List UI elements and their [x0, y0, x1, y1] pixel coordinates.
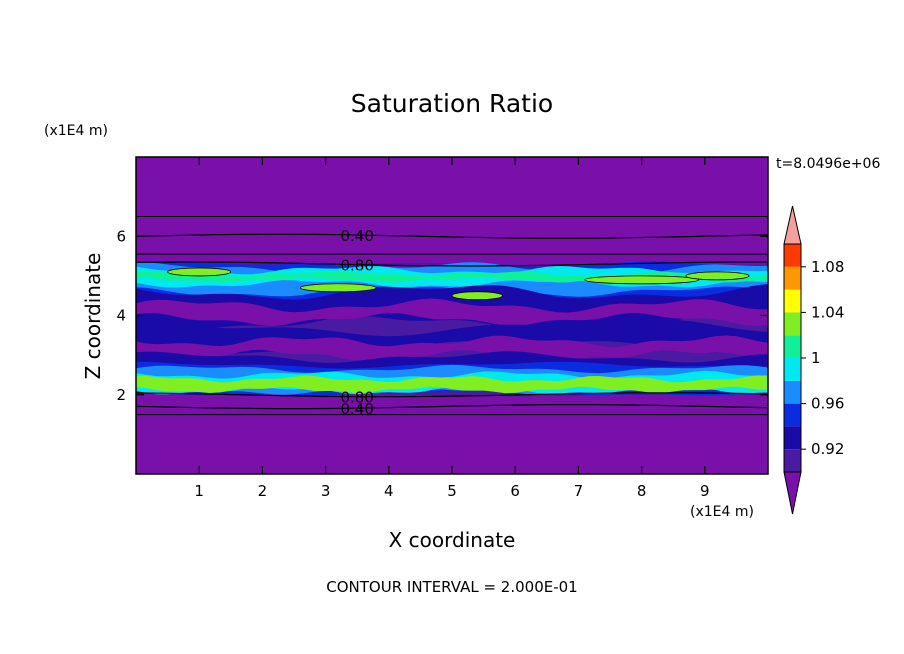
- field-band: [136, 335, 768, 361]
- y-axis-ticks: 2 4 6: [116, 227, 768, 404]
- contour-line: [136, 261, 768, 267]
- field-band: [136, 375, 768, 394]
- x-axis-label: X coordinate: [389, 528, 516, 552]
- y-tick-label: 4: [116, 307, 126, 325]
- contour-line: [136, 404, 768, 410]
- x-tick-label: 1: [194, 482, 204, 500]
- x-tick-label: 7: [574, 482, 584, 500]
- x-tick-label: 2: [258, 482, 268, 500]
- x-tick-label: 5: [447, 482, 457, 500]
- contour-label: 0.40: [340, 400, 373, 418]
- colorbar-tick-label: 1: [811, 349, 821, 367]
- colorbar-segment: [784, 289, 801, 313]
- field-patch: [451, 291, 503, 301]
- x-tick-label: 6: [510, 482, 520, 500]
- colorbar-segment: [784, 358, 801, 381]
- colorbar-tick-label: 1.04: [811, 303, 844, 321]
- colorbar-segment: [784, 266, 801, 290]
- x-tick-label: 4: [384, 482, 394, 500]
- field-band: [136, 298, 768, 327]
- colorbar: 0.92 0.96 1 1.04 1.08: [783, 205, 844, 515]
- field-patch: [299, 283, 377, 293]
- colorbar-segment: [784, 244, 801, 267]
- colorbar-tick-label: 0.92: [811, 440, 844, 458]
- x-tick-label: 3: [321, 482, 331, 500]
- colorbar-under-triangle: [783, 471, 802, 515]
- chart-title: Saturation Ratio: [351, 89, 553, 118]
- y-tick-label: 2: [116, 386, 126, 404]
- colorbar-segment: [784, 449, 801, 472]
- contour-label: 0.80: [340, 389, 373, 407]
- colorbar-tick-label: 1.08: [811, 258, 844, 276]
- saturation-field: [136, 261, 768, 397]
- field-patch: [685, 271, 750, 281]
- contour-interval-note: CONTOUR INTERVAL = 2.000E-01: [326, 578, 577, 596]
- field-patch: [167, 267, 232, 277]
- contour-label: 0.40: [340, 227, 373, 245]
- contour-line: [136, 392, 768, 398]
- colorbar-segment: [784, 380, 801, 404]
- contour-line: [136, 233, 768, 239]
- y-axis-label: Z coordinate: [81, 253, 105, 380]
- colorbar-segment: [784, 426, 801, 450]
- y-tick-label: 6: [116, 227, 126, 245]
- colorbar-segment: [784, 335, 801, 358]
- colorbar-tick-label: 0.96: [811, 395, 844, 413]
- field-patch: [584, 275, 699, 285]
- plot-area: 0.400.800.800.40: [136, 157, 768, 474]
- x-tick-label: 8: [637, 482, 647, 500]
- colorbar-over-triangle: [783, 205, 802, 245]
- x-unit-label: (x1E4 m): [690, 504, 754, 520]
- time-label: t=8.0496e+06: [776, 156, 880, 172]
- colorbar-segment: [784, 312, 801, 336]
- y-unit-label: (x1E4 m): [44, 123, 108, 139]
- colorbar-segment: [784, 403, 801, 427]
- contour-lines: 0.400.800.800.40: [136, 215, 768, 418]
- x-tick-label: 9: [700, 482, 710, 500]
- contour-label: 0.80: [340, 257, 373, 275]
- x-axis-ticks: 1 2 3 4 5 6 7 8 9: [194, 157, 710, 500]
